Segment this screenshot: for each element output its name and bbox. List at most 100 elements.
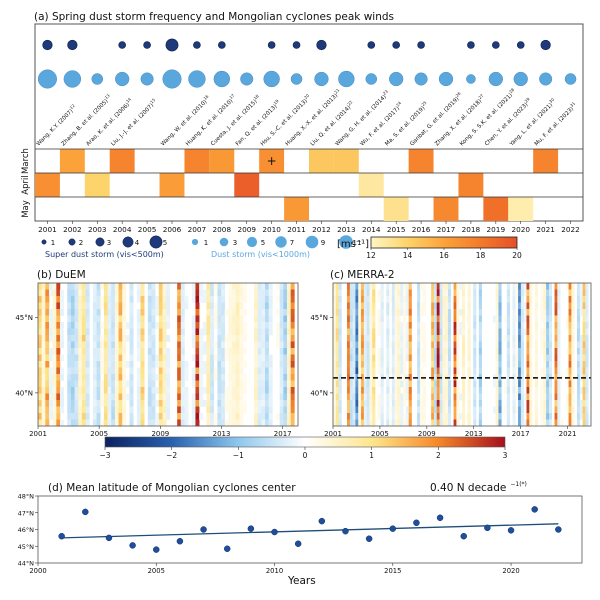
anomaly-cell bbox=[571, 387, 575, 394]
anomaly-cell bbox=[498, 393, 502, 401]
anomaly-cell bbox=[81, 387, 86, 394]
anomaly-cell bbox=[506, 341, 510, 349]
anomaly-cell bbox=[422, 341, 426, 349]
anomaly-cell bbox=[403, 361, 407, 368]
anomaly-cell bbox=[571, 289, 575, 297]
anomaly-cell bbox=[118, 315, 123, 323]
anomaly-cell bbox=[56, 289, 61, 297]
anomaly-cell bbox=[366, 302, 370, 310]
anomaly-cell bbox=[377, 361, 381, 368]
anomaly-cell bbox=[103, 380, 108, 388]
anomaly-cell bbox=[59, 341, 64, 349]
anomaly-cell bbox=[41, 413, 46, 420]
anomaly-cell bbox=[358, 367, 362, 375]
anomaly-cell bbox=[166, 322, 171, 329]
anomaly-cell bbox=[372, 387, 376, 394]
anomaly-cell bbox=[436, 341, 440, 349]
anomaly-cell bbox=[114, 361, 119, 368]
anomaly-cell bbox=[111, 380, 116, 388]
anomaly-cell bbox=[543, 361, 547, 368]
anomaly-cell bbox=[107, 361, 112, 368]
anomaly-cell bbox=[261, 361, 266, 368]
anomaly-cell bbox=[462, 328, 466, 336]
anomaly-cell bbox=[540, 309, 544, 316]
anomaly-cell bbox=[56, 341, 61, 349]
anomaly-cell bbox=[372, 413, 376, 420]
anomaly-cell bbox=[217, 354, 222, 362]
anomaly-cell bbox=[335, 296, 339, 303]
anomaly-cell bbox=[254, 361, 259, 368]
anomaly-cell bbox=[372, 348, 376, 355]
anomaly-cell bbox=[369, 393, 373, 401]
anomaly-cell bbox=[391, 387, 395, 394]
anomaly-cell bbox=[45, 419, 50, 427]
anomaly-cell bbox=[495, 309, 499, 316]
anomaly-cell bbox=[239, 367, 244, 375]
anomaly-cell bbox=[118, 393, 123, 401]
anomaly-cell bbox=[554, 341, 558, 349]
anomaly-cell bbox=[147, 283, 152, 290]
citation-ref: 29 bbox=[524, 96, 531, 103]
anomaly-cell bbox=[287, 302, 291, 310]
anomaly-cell bbox=[140, 335, 145, 342]
anomaly-cell bbox=[333, 309, 337, 316]
anomaly-cell bbox=[467, 419, 471, 427]
anomaly-cell bbox=[347, 387, 351, 394]
anomaly-cell bbox=[585, 328, 589, 336]
anomaly-cell bbox=[287, 413, 291, 420]
anomaly-cell bbox=[526, 348, 530, 355]
panel-b-frame bbox=[37, 282, 299, 427]
anomaly-cell bbox=[363, 341, 367, 349]
anomaly-cell bbox=[380, 335, 384, 342]
anomaly-cell bbox=[217, 328, 222, 336]
anomaly-cell bbox=[447, 341, 452, 349]
anomaly-cell bbox=[363, 400, 367, 407]
super-dust-storm-dot bbox=[540, 39, 551, 51]
anomaly-cell bbox=[206, 335, 211, 342]
anomaly-cell bbox=[400, 296, 404, 303]
anomaly-cell bbox=[129, 328, 134, 336]
anomaly-cell bbox=[349, 341, 353, 349]
anomaly-cell bbox=[557, 302, 561, 310]
anomaly-cell bbox=[361, 335, 365, 342]
legend-super-dot bbox=[122, 236, 134, 248]
year-label: 2003 bbox=[88, 225, 107, 234]
anomaly-cell bbox=[456, 361, 460, 368]
anomaly-cell bbox=[495, 302, 499, 310]
anomaly-cell bbox=[221, 413, 226, 420]
anomaly-cell bbox=[92, 322, 97, 329]
anomaly-cell bbox=[582, 341, 586, 349]
lat-tick-label: 45°N bbox=[15, 314, 33, 322]
anomaly-cell bbox=[462, 406, 466, 414]
anomaly-cell bbox=[442, 361, 446, 368]
anomaly-cell bbox=[579, 348, 583, 355]
anomaly-cell bbox=[439, 393, 443, 401]
anomaly-cell bbox=[290, 328, 295, 336]
anomaly-cell bbox=[103, 361, 108, 368]
dust-storm-dot bbox=[414, 72, 428, 86]
anomaly-cell bbox=[526, 367, 530, 375]
anomaly-cell bbox=[206, 322, 211, 329]
anomaly-cell bbox=[540, 315, 544, 323]
anomaly-cell bbox=[347, 354, 351, 362]
anomaly-cell bbox=[191, 374, 196, 381]
anomaly-cell bbox=[400, 393, 404, 401]
anomaly-cell bbox=[151, 354, 156, 362]
anomaly-cell bbox=[534, 296, 539, 303]
anomaly-cell bbox=[206, 393, 211, 401]
anomaly-cell bbox=[206, 289, 211, 297]
anomaly-cell bbox=[111, 302, 116, 310]
anomaly-cell bbox=[45, 335, 50, 342]
anomaly-cell bbox=[290, 335, 295, 342]
anomaly-cell bbox=[557, 367, 561, 375]
anomaly-cell bbox=[361, 296, 365, 303]
anomaly-cell bbox=[239, 315, 244, 323]
anomaly-cell bbox=[394, 348, 398, 355]
anomaly-cell bbox=[85, 289, 90, 297]
anomaly-cell bbox=[78, 393, 83, 401]
year-tick-label: 2000 bbox=[29, 567, 46, 575]
anomaly-cell bbox=[243, 380, 248, 388]
anomaly-cell bbox=[518, 387, 522, 394]
anomaly-cell bbox=[235, 387, 240, 394]
anomaly-cell bbox=[506, 374, 510, 381]
